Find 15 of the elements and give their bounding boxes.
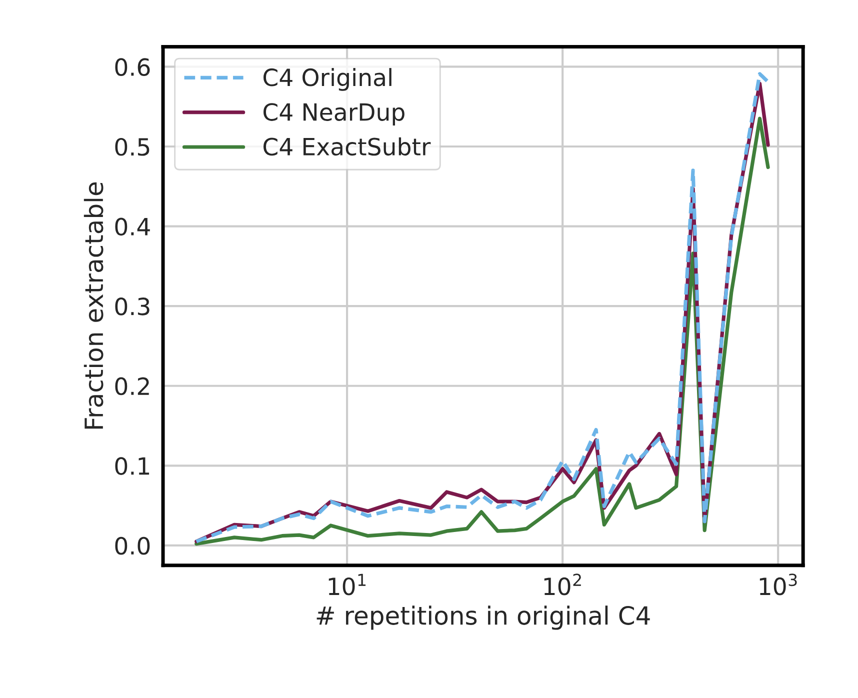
- y-tick-label: 0.4: [115, 218, 150, 236]
- x-axis-title: # repetitions in original C4: [316, 606, 650, 630]
- y-tick-label: 0.3: [115, 298, 150, 316]
- x-tick-label: 10$^{1}$: [328, 574, 366, 596]
- y-tick-label: 0.5: [115, 138, 150, 156]
- y-tick-label: 0.0: [115, 536, 150, 555]
- legend-label: C4 NearDup: [264, 103, 404, 126]
- x-tick-label: 10$^{3}$: [760, 574, 797, 596]
- y-axis-title: Fraction extractable: [84, 182, 104, 429]
- y-tick-label: 0.1: [115, 457, 150, 475]
- legend-label: C4 ExactSubtr: [264, 137, 431, 156]
- y-tick-label: 0.2: [115, 377, 149, 396]
- x-tick-label: 10$^{2}$: [544, 574, 581, 596]
- y-tick-label: 0.6: [115, 58, 150, 76]
- legend-label: C4 Original: [264, 68, 392, 91]
